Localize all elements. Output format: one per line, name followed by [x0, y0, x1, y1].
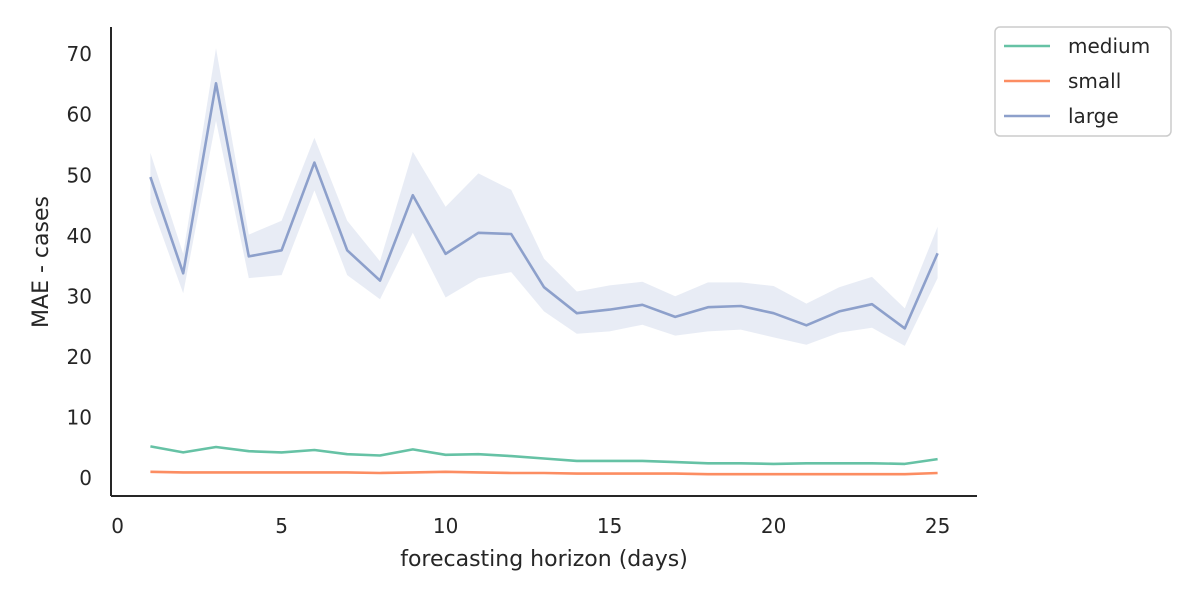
x-axis-label: forecasting horizon (days)	[400, 547, 688, 572]
axes	[110, 27, 977, 497]
x-tick-label: 5	[275, 514, 288, 538]
confidence-band-large	[150, 48, 938, 346]
y-tick-label: 60	[67, 103, 92, 127]
y-tick-label: 70	[67, 42, 92, 66]
y-tick-label: 50	[67, 163, 92, 187]
legend-frame	[994, 26, 1172, 137]
y-tick-label: 10	[67, 405, 92, 429]
y-tick-label: 30	[67, 284, 92, 308]
y-tick-labels: 0 10 20 30 40 50 60 70	[67, 42, 92, 490]
series-line-medium	[150, 445, 938, 466]
legend-label-small: small	[1068, 69, 1121, 93]
plot-area	[149, 48, 939, 476]
legend-label-large: large	[1068, 104, 1119, 128]
legend: medium small large	[994, 26, 1172, 137]
x-tick-labels: 0 5 10 15 20 25	[111, 514, 950, 538]
y-tick-label: 40	[67, 224, 92, 248]
x-tick-label: 20	[761, 514, 786, 538]
x-tick-label: 15	[597, 514, 622, 538]
x-tick-label: 0	[111, 514, 124, 538]
y-tick-label: 20	[67, 345, 92, 369]
y-tick-label: 0	[79, 466, 92, 490]
x-tick-label: 10	[433, 514, 458, 538]
legend-label-medium: medium	[1068, 34, 1150, 58]
x-tick-label: 25	[925, 514, 950, 538]
y-axis-label: MAE - cases	[29, 196, 54, 328]
